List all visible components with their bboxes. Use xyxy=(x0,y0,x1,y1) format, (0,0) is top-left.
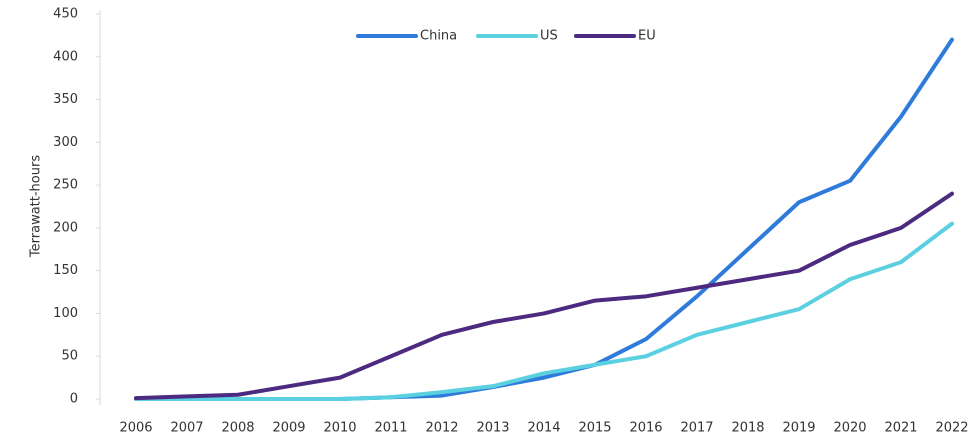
legend-label: US xyxy=(540,29,558,44)
y-tick-label: 0 xyxy=(70,392,78,407)
legend-label: EU xyxy=(638,29,656,44)
x-tick-label: 2021 xyxy=(884,421,917,436)
x-tick-label: 2018 xyxy=(731,421,764,436)
y-tick-label: 50 xyxy=(61,349,78,364)
y-tick-label: 450 xyxy=(53,7,78,22)
legend-label: China xyxy=(420,29,457,44)
line-series xyxy=(134,37,954,401)
x-tick-label: 2010 xyxy=(323,421,356,436)
y-tick-label: 300 xyxy=(53,135,78,150)
x-tick-label: 2008 xyxy=(221,421,254,436)
y-tick-label: 100 xyxy=(53,306,78,321)
x-tick-label: 2006 xyxy=(119,421,152,436)
y-tick-label: 350 xyxy=(53,92,78,107)
x-tick-label: 2011 xyxy=(374,421,407,436)
y-tick-label: 200 xyxy=(53,220,78,235)
x-tick-label: 2014 xyxy=(527,421,560,436)
x-tick-label: 2009 xyxy=(272,421,305,436)
x-tick-label: 2016 xyxy=(629,421,662,436)
y-axis-label: Terrawatt-hours xyxy=(29,155,44,258)
x-tick-label: 2020 xyxy=(833,421,866,436)
x-tick-label: 2012 xyxy=(425,421,458,436)
x-tick-label: 2015 xyxy=(578,421,611,436)
x-tick-label: 2022 xyxy=(935,421,968,436)
line-series xyxy=(134,191,954,401)
line-series xyxy=(134,221,954,401)
y-tick-label: 150 xyxy=(53,263,78,278)
x-tick-label: 2013 xyxy=(476,421,509,436)
x-tick-label: 2017 xyxy=(680,421,713,436)
y-tick-label: 250 xyxy=(53,178,78,193)
y-tick-label: 400 xyxy=(53,49,78,64)
x-tick-label: 2007 xyxy=(170,421,203,436)
x-tick-label: 2019 xyxy=(782,421,815,436)
